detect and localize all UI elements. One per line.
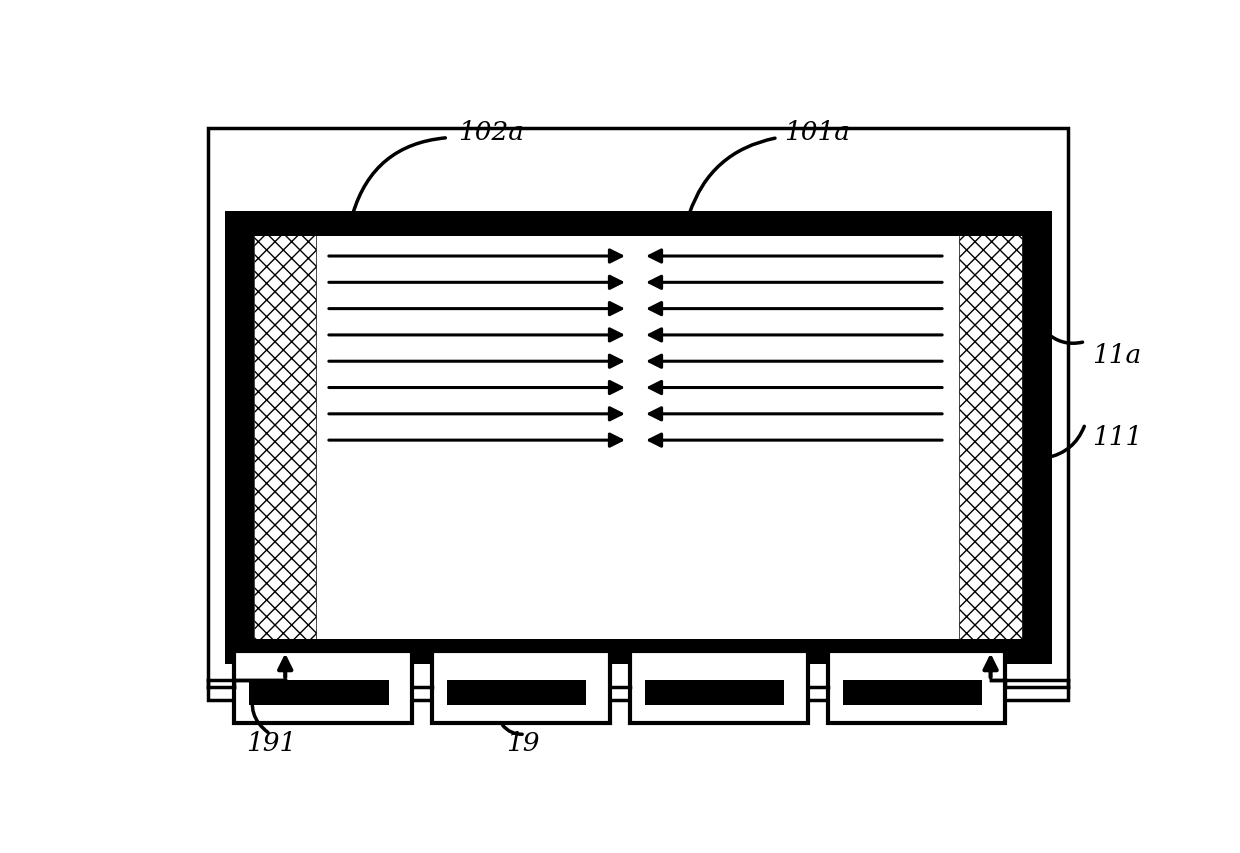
Bar: [645, 681, 785, 705]
Bar: [249, 681, 388, 705]
Bar: [448, 681, 587, 705]
Text: 102a: 102a: [458, 119, 523, 144]
Bar: [828, 651, 1006, 723]
Text: 191: 191: [247, 730, 296, 755]
Text: 101a: 101a: [785, 119, 851, 144]
Bar: [254, 235, 1022, 639]
Bar: [960, 235, 1022, 639]
Bar: [630, 651, 807, 723]
Bar: [254, 235, 316, 639]
Text: 19: 19: [506, 730, 539, 755]
Bar: [237, 223, 1039, 651]
Bar: [432, 651, 610, 723]
Text: 11a: 11a: [1092, 343, 1141, 368]
Bar: [234, 651, 412, 723]
Bar: [237, 223, 1039, 651]
Text: 111: 111: [1092, 425, 1142, 450]
Bar: [208, 129, 1068, 700]
Bar: [843, 681, 982, 705]
